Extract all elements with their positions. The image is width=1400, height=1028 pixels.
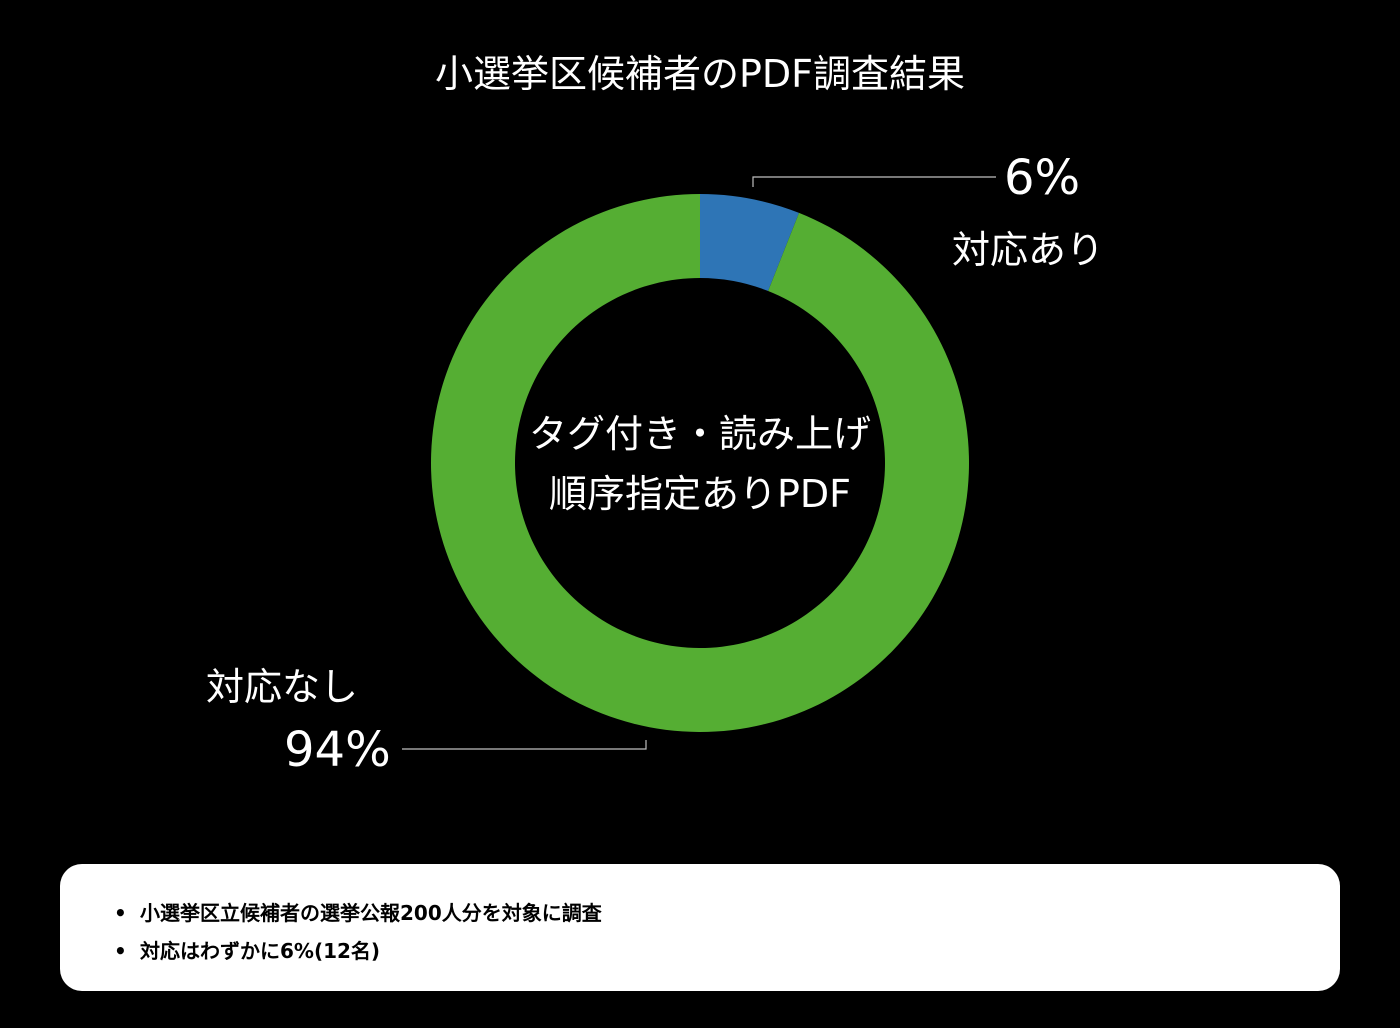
leader-line-no — [402, 740, 647, 750]
note-text: 小選挙区立候補者の選挙公報200人分を対象に調査 — [140, 901, 602, 925]
slice-category-label-no: 対応なし — [206, 665, 359, 709]
note-text: 対応はわずかに6%(12名) — [140, 939, 381, 963]
leader-line-yes — [752, 176, 996, 187]
slice-value-label-no: 94% — [284, 722, 391, 778]
bullet-icon: • — [114, 939, 127, 963]
center-label-line-2: 順序指定ありPDF — [548, 472, 852, 516]
note-item: • 対応はわずかに6%(12名) — [114, 932, 1340, 970]
donut-center-label: タグ付き・読み上げ 順序指定ありPDF — [450, 404, 950, 524]
donut-slice-no — [431, 193, 970, 732]
slice-category-label-yes: 対応あり — [952, 228, 1105, 272]
note-item: • 小選挙区立候補者の選挙公報200人分を対象に調査 — [114, 894, 1340, 932]
chart-title: 小選挙区候補者のPDF調査結果 — [434, 52, 966, 96]
notes-box: • 小選挙区立候補者の選挙公報200人分を対象に調査 • 対応はわずかに6%(1… — [60, 864, 1340, 991]
center-label-line-1: タグ付き・読み上げ — [528, 412, 871, 456]
bullet-icon: • — [114, 901, 127, 925]
slice-value-label-yes: 6% — [1004, 150, 1081, 206]
donut-slice-yes — [700, 194, 800, 291]
